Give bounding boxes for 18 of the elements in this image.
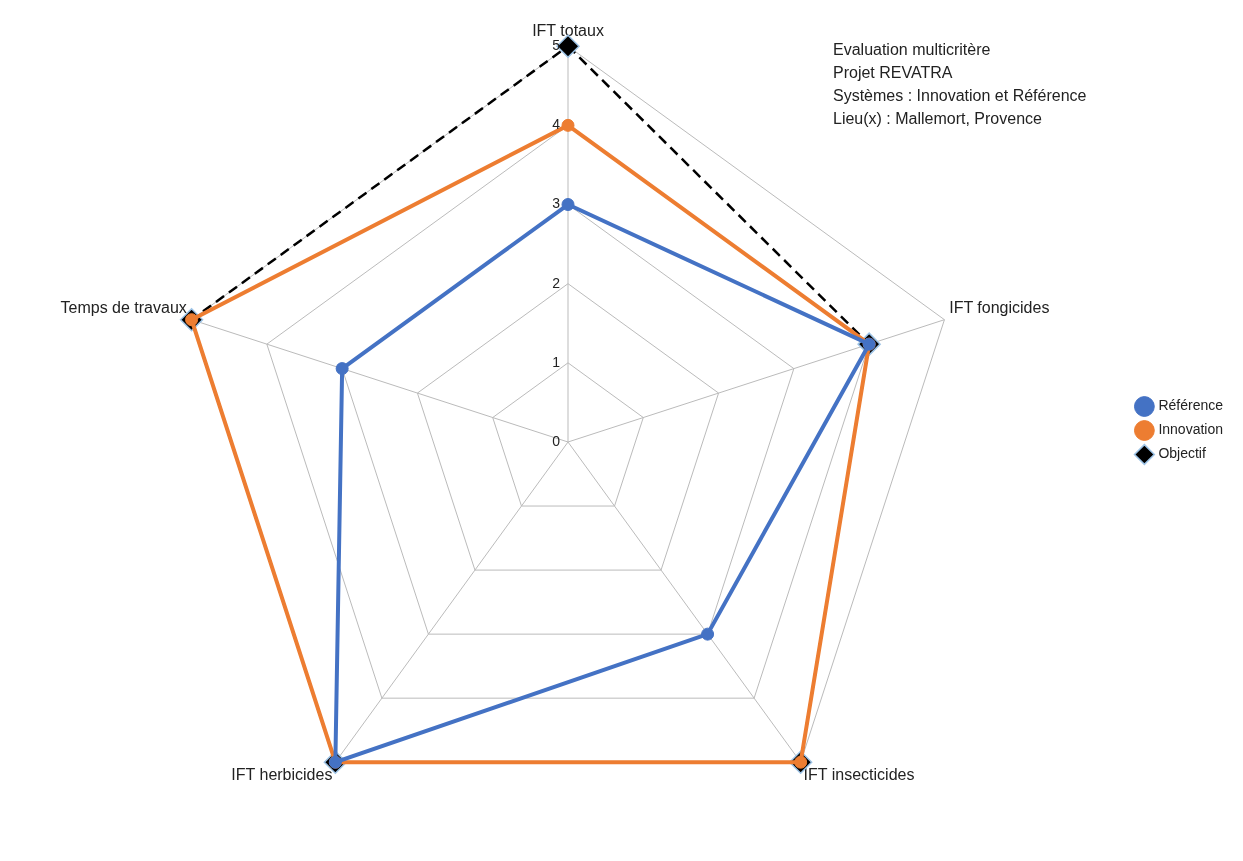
legend-label: Innovation	[1158, 421, 1223, 438]
text: Projet REVATRA	[833, 63, 954, 83]
text: Evaluation multicritère	[833, 40, 992, 60]
y-tick-label: 2	[552, 274, 561, 291]
y-tick-label: 0	[552, 432, 561, 449]
spoke-label: IFT herbicides	[231, 766, 333, 784]
y-tick-label: 3	[552, 195, 561, 212]
y-tick-label: 4	[552, 116, 561, 133]
y-tick-label: 1	[552, 353, 561, 370]
text: Lieu(x) : Mallemort, Provence	[833, 109, 1043, 129]
legend-label: Référence	[1158, 397, 1224, 414]
spoke-label: IFT totaux	[532, 22, 604, 40]
spoke-label: IFT fongicides	[949, 298, 1050, 316]
y-tick-label: 5	[552, 37, 561, 54]
spoke-label: Temps de travaux	[60, 298, 187, 316]
text: Systèmes : Innovation et Référence	[833, 86, 1087, 106]
legend-label: Objectif	[1158, 445, 1206, 462]
spoke-label: IFT insecticides	[803, 766, 915, 784]
